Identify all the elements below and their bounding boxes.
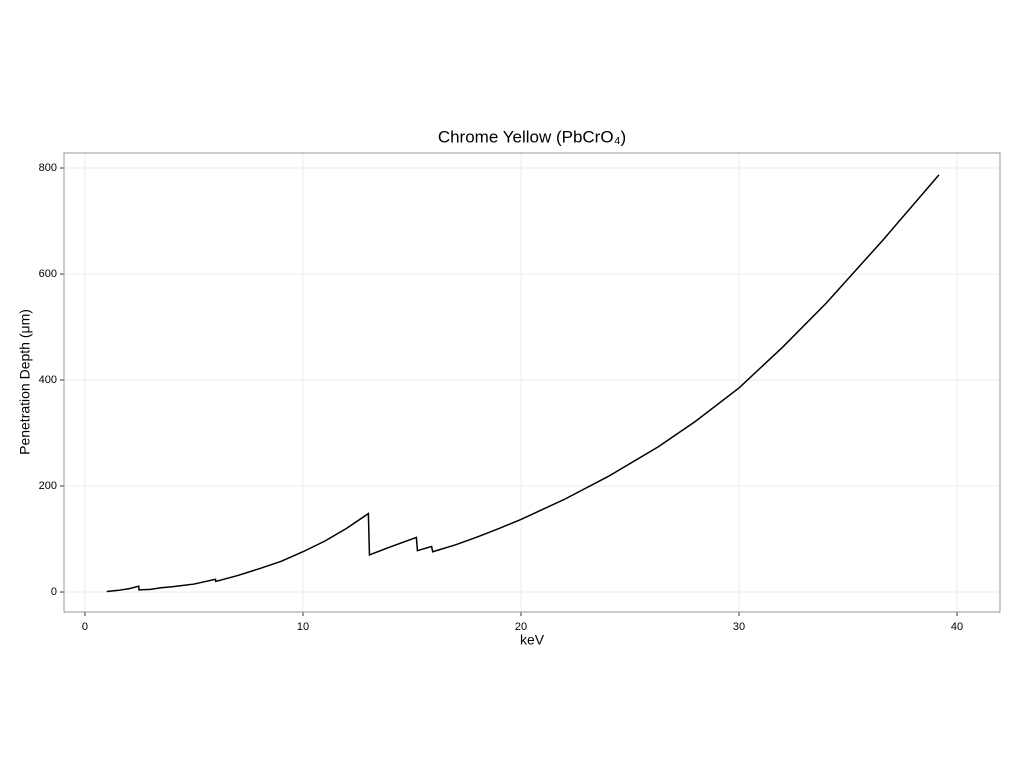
y-tick-label: 600 bbox=[39, 268, 57, 280]
y-tick-label: 0 bbox=[51, 586, 57, 598]
y-axis-title: Penetration Depth (μm) bbox=[17, 309, 33, 455]
x-axis-title: keV bbox=[520, 632, 545, 648]
x-tick-label: 0 bbox=[82, 621, 88, 633]
chart-title: Chrome Yellow (PbCrO₄) bbox=[438, 127, 626, 146]
plot-border bbox=[63, 152, 1001, 613]
x-tick-label: 30 bbox=[733, 621, 745, 633]
y-tick-label: 200 bbox=[39, 480, 57, 492]
y-tick-label: 400 bbox=[39, 374, 57, 386]
plot-background bbox=[64, 153, 1000, 612]
data-line bbox=[106, 174, 940, 593]
x-tick-label: 10 bbox=[297, 621, 309, 633]
x-tick-label: 20 bbox=[515, 621, 527, 633]
x-tick-label: 40 bbox=[951, 621, 963, 633]
y-tick-label: 800 bbox=[39, 162, 57, 174]
